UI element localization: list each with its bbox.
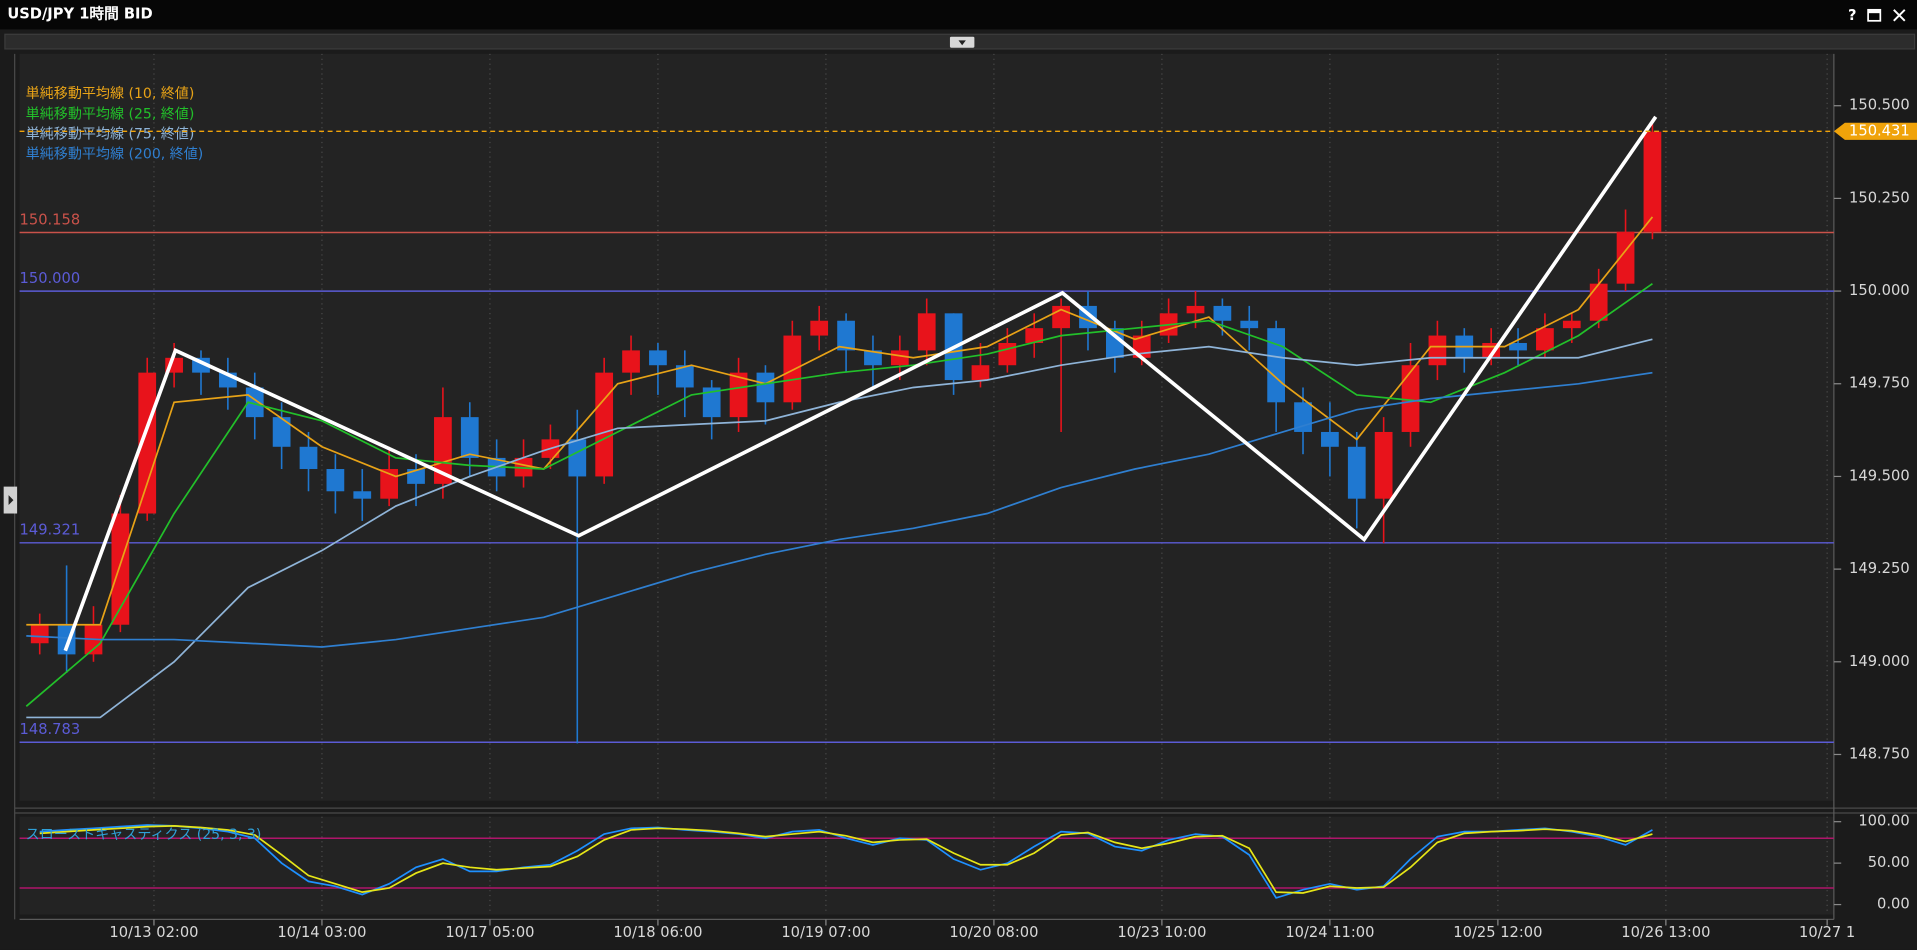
side-panel-toggle[interactable] [3,486,18,514]
maximize-button[interactable] [1867,8,1882,22]
candle-body [1428,335,1447,366]
candle-body [729,372,748,418]
legend-entry: 単純移動平均線 (75, 終値) [26,127,195,143]
help-button[interactable]: ? [1848,7,1857,24]
candle-body [30,624,49,644]
legend-entry: 単純移動平均線 (10, 終値) [26,86,195,102]
x-tick-label: 10/23 10:00 [1117,924,1206,941]
dropdown-arrow [958,40,966,46]
y-tick-label: 150.250 [1849,189,1910,206]
candle-body [245,387,264,418]
y-tick-label: 150.000 [1849,282,1910,299]
x-tick-label: 10/26 13:00 [1621,924,1710,941]
candle-body [756,372,775,403]
level-label: 149.321 [20,522,81,539]
candle-body [998,342,1017,366]
y-tick-label: 0.00 [1877,896,1910,913]
candle-body [890,350,909,366]
last-price-label: 150.431 [1849,122,1910,139]
candle-body [326,469,345,492]
candle-body [649,350,667,366]
window-title: USD/JPY 1時間 BID [7,5,152,23]
candle-body [595,372,614,477]
candle-body [810,320,829,336]
x-tick-label: 10/25 12:00 [1453,924,1542,941]
y-tick-label: 149.500 [1849,467,1910,484]
close-icon [1893,9,1906,22]
y-tick-label: 149.250 [1849,560,1910,577]
y-tick-label: 150.500 [1849,97,1910,114]
candle-body [675,365,694,388]
x-tick-label: 10/20 08:00 [949,924,1038,941]
title-bar [0,0,1917,30]
x-tick-label: 10/27 1 [1799,924,1855,941]
legend-entry: 単純移動平均線 (25, 終値) [26,106,195,122]
candle-body [299,446,318,470]
candle-body [1267,328,1286,403]
candle-body [1347,446,1366,499]
dropdown-button[interactable] [949,36,975,48]
candle-body [702,387,721,418]
y-tick-label: 149.750 [1849,375,1910,392]
candle-body [1374,431,1393,499]
candle-body [111,513,130,625]
candle-body [1025,328,1044,343]
candle-body [917,313,936,351]
candle-body [837,320,855,351]
candle-body [971,365,990,381]
stochastic-panel [19,816,1834,915]
indicator-line [26,338,1653,719]
indicator-line [25,282,1653,707]
candle-body [353,491,372,499]
level-label: 150.000 [20,270,81,287]
candle-body [407,469,425,484]
x-tick-label: 10/19 07:00 [781,924,870,941]
x-tick-label: 10/14 03:00 [277,924,366,941]
x-tick-label: 10/18 06:00 [613,924,702,941]
zigzag-line [63,115,1658,652]
candle-body [1321,431,1339,447]
y-tick-label: 149.000 [1849,653,1910,670]
toggle-arrow [8,495,14,505]
close-button[interactable] [1893,9,1906,22]
indicator-line [26,371,1653,648]
candle-body [460,417,479,458]
candle-body [434,417,452,484]
y-tick-label: 50.00 [1868,854,1910,871]
candle-body [1536,328,1554,351]
candle-body [864,350,882,366]
indicator-line [39,825,1653,894]
candle-body [622,350,640,373]
candle-body [1562,320,1581,329]
legend-entry: 単純移動平均線 (200, 終値) [26,147,204,163]
x-tick-label: 10/24 11:00 [1285,924,1374,941]
y-tick-label: 148.750 [1849,745,1910,762]
candle-body [1186,305,1205,314]
candle-body [568,439,587,477]
candle-body [1105,328,1124,358]
y-tick-label: 100.00 [1858,813,1909,830]
candle-body [1240,320,1259,329]
candle-body [1509,342,1527,351]
x-tick-label: 10/13 02:00 [109,924,198,941]
level-label: 150.158 [20,211,81,228]
candle-body [272,417,291,447]
candle-body [783,335,802,403]
price-panel [19,53,1834,801]
candle-body [1643,131,1662,232]
last-price-tag [1833,122,1917,140]
indicator-line [26,216,1654,626]
panel-title: スローストキャスティクス (25, 3, 3) [26,827,262,843]
candle-body [138,372,157,514]
maximize-icon [1867,8,1882,22]
candle-body [1213,305,1232,321]
candle-body [1589,283,1608,321]
candle-body [1401,365,1420,432]
level-label: 148.783 [20,721,81,738]
x-tick-label: 10/17 05:00 [445,924,534,941]
